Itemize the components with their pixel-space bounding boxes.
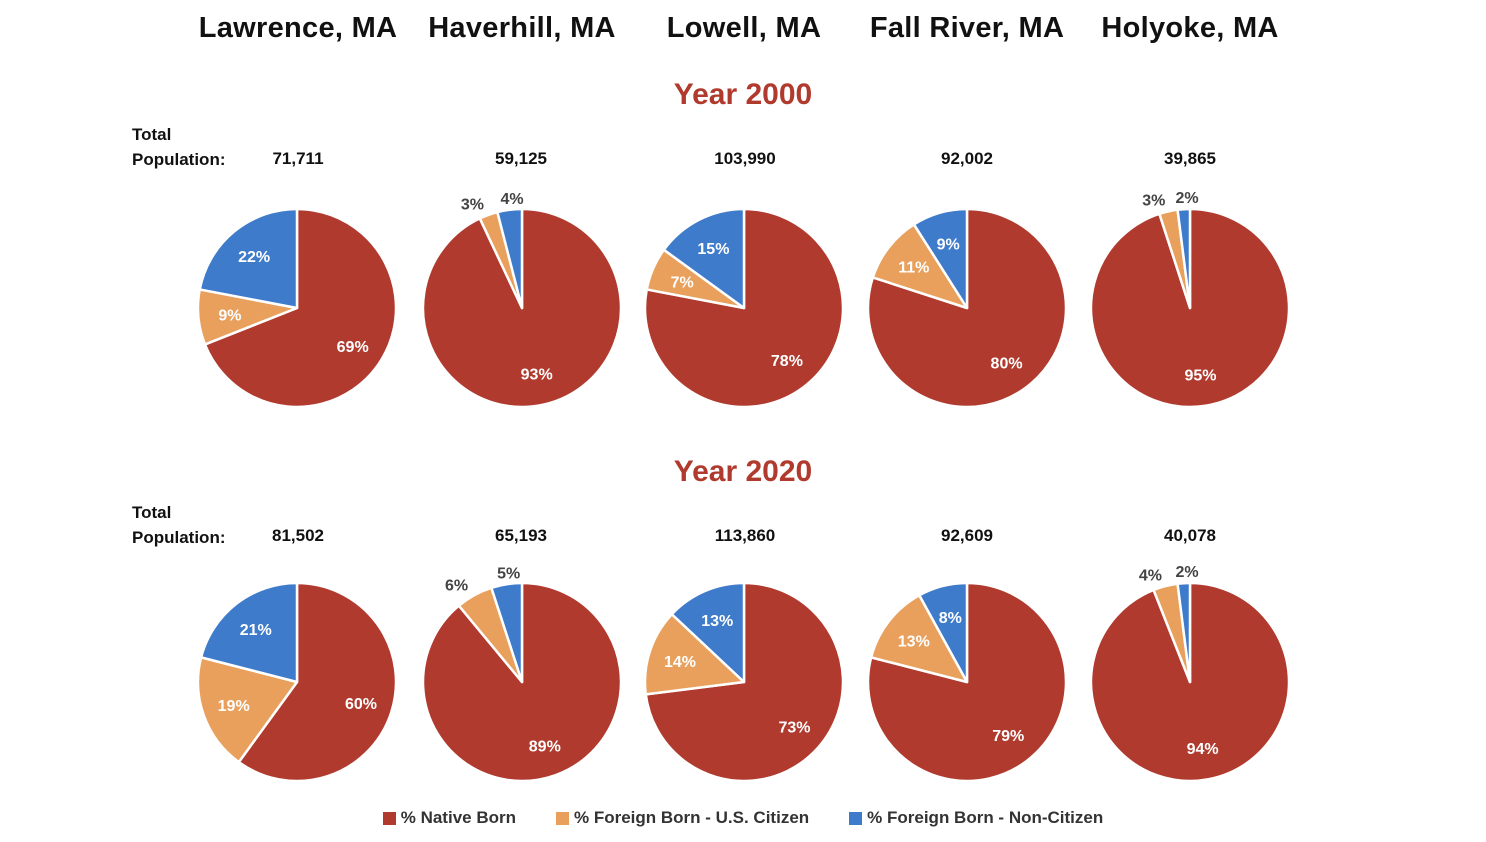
population-label-line2: Population: [132, 528, 226, 547]
population-label-line1: Total [132, 125, 172, 144]
population-label-2020: Total Population: [132, 500, 225, 550]
pie-slice-citizen [196, 656, 299, 764]
legend-swatch-native [382, 811, 396, 825]
legend-label-noncitizen: % Foreign Born - Non-Citizen [867, 808, 1104, 827]
year-2020-title: Year 2020 [673, 455, 813, 488]
population-value: 92,609 [941, 526, 993, 545]
pie-slice-label: 89% [529, 738, 561, 755]
pie-slice-citizen [869, 593, 969, 684]
population-value: 71,711 [272, 149, 324, 168]
pie-slice-label: 94% [1187, 741, 1219, 758]
pie-slice-label: 7% [671, 274, 694, 291]
pie-slice-label: 73% [778, 720, 810, 737]
legend-swatch-citizen [555, 811, 569, 825]
pie-slice-label: 8% [939, 610, 962, 627]
population-value: 40,078 [1164, 526, 1216, 545]
legend-item-noncitizen: % Foreign Born - Non-Citizen [849, 808, 1103, 828]
pie-slice-noncitizen [662, 207, 746, 310]
city-header-fall-river: Fall River, MA [869, 12, 1065, 44]
population-value: 113,860 [714, 526, 776, 545]
population-value: 103,990 [714, 149, 776, 168]
pie-slice-citizen [871, 223, 969, 310]
population-value: 39,865 [1164, 149, 1216, 168]
pie-slice-label: 14% [664, 654, 696, 671]
population-value: 92,002 [941, 149, 993, 168]
legend-swatch-noncitizen [849, 811, 863, 825]
pie-slice-noncitizen [1176, 207, 1192, 310]
pie-slice-label: 95% [1185, 367, 1217, 384]
population-value: 65,193 [495, 526, 547, 545]
legend-item-native: % Native Born [382, 808, 516, 828]
pie-slice-noncitizen [496, 207, 524, 310]
pie-slice-label: 80% [991, 355, 1023, 372]
population-label-line1: Total [132, 503, 172, 522]
pie-slice-label: 21% [240, 622, 272, 639]
pie-slice-label: 3% [461, 197, 484, 214]
year-2000-title: Year 2000 [673, 78, 813, 111]
pie-slice-label: 9% [218, 307, 241, 324]
pie-slice-native [203, 207, 398, 409]
pie-slice-noncitizen [1176, 581, 1192, 684]
population-value: 81,502 [272, 526, 324, 545]
pie-slice-label: 60% [345, 696, 377, 713]
pie-slice-label: 79% [992, 728, 1024, 745]
pie-slice-label: 6% [445, 578, 468, 595]
legend-label-citizen: % Foreign Born - U.S. Citizen [573, 808, 810, 827]
pie-slice-label: 13% [701, 613, 733, 630]
pie-slice-label: 22% [238, 249, 270, 266]
city-header-lawrence: Lawrence, MA [198, 12, 398, 44]
pie-slice-noncitizen [670, 581, 746, 684]
pie-slice-noncitizen [198, 207, 299, 310]
pie-slice-noncitizen [918, 581, 969, 684]
pie-slice-citizen [643, 612, 746, 696]
pie-slice-label: 5% [497, 565, 520, 582]
pie-slice-label: 19% [218, 698, 250, 715]
pie-slice-label: 69% [337, 339, 369, 356]
pie-slice-label: 13% [898, 634, 930, 651]
pie-slice-native [237, 581, 398, 783]
pie-slice-label: 4% [501, 191, 524, 208]
pie-slice-label: 93% [521, 367, 553, 384]
population-value: 59,125 [495, 149, 547, 168]
pie-slice-label: 3% [1142, 193, 1165, 210]
legend-label-native: % Native Born [400, 808, 516, 827]
population-label-2000: Total Population: [132, 122, 225, 172]
pie-slice-label: 2% [1175, 564, 1198, 581]
pie-slice-label: 78% [771, 353, 803, 370]
pie-slice-label: 15% [697, 241, 729, 258]
city-header-lowell: Lowell, MA [666, 12, 822, 44]
pie-slice-noncitizen [490, 581, 524, 684]
pie-slice-label: 2% [1175, 190, 1198, 207]
legend-item-citizen: % Foreign Born - U.S. Citizen [555, 808, 810, 828]
pie-slice-label: 4% [1139, 567, 1162, 584]
pie-slice-label: 11% [898, 260, 929, 277]
population-label-line2: Population: [132, 150, 226, 169]
pie-slice-noncitizen [912, 207, 969, 310]
pie-slice-noncitizen [199, 581, 299, 684]
pie-slice-label: 9% [937, 236, 960, 253]
city-header-holyoke: Holyoke, MA [1101, 12, 1279, 44]
city-header-haverhill: Haverhill, MA [428, 12, 616, 44]
legend: % Native Born % Foreign Born - U.S. Citi… [0, 808, 1486, 828]
